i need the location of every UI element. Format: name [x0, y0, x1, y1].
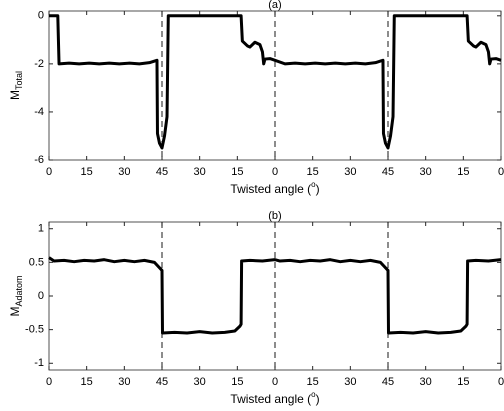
x-tick-label: 30	[344, 166, 356, 178]
x-tick-label: 15	[307, 166, 319, 178]
x-axis-label: Twisted angle (o)	[230, 390, 319, 406]
x-tick-label: 45	[156, 376, 168, 388]
y-label-text: M	[8, 90, 22, 100]
x-tick-label: 45	[382, 166, 394, 178]
x-tick-label: 0	[272, 376, 278, 388]
panel-title: (a)	[268, 0, 281, 11]
x-tick-label: 0	[46, 376, 52, 388]
x-tick-label: 30	[118, 166, 130, 178]
x-tick-label: 30	[194, 376, 206, 388]
x-tick-label: 30	[194, 166, 206, 178]
x-tick-label: 30	[344, 376, 356, 388]
y-tick-label: 1	[38, 223, 44, 235]
x-tick-label: 15	[81, 166, 93, 178]
x-label-sup: o	[311, 390, 316, 399]
x-tick-label: 15	[457, 166, 469, 178]
y-tick-label: -4	[34, 106, 44, 118]
x-tick-label: 45	[382, 376, 394, 388]
x-tick-label: 15	[457, 376, 469, 388]
y-tick-label: 0.5	[29, 256, 44, 268]
x-tick-label: 0	[46, 166, 52, 178]
y-axis-label: MTotal	[8, 71, 24, 100]
y-tick-label: -2	[34, 58, 44, 70]
y-tick-label: 0	[38, 10, 44, 22]
y-tick-label: -6	[34, 154, 44, 166]
x-tick-label: 0	[498, 376, 504, 388]
y-label-text: M	[8, 307, 22, 317]
data-line	[49, 14, 502, 150]
x-tick-label: 30	[118, 376, 130, 388]
x-tick-label: 0	[272, 166, 278, 178]
x-label-text: Twisted angle (	[230, 182, 311, 196]
x-label-text: Twisted angle (	[230, 392, 311, 406]
y-tick-label: -1	[34, 357, 44, 369]
data-line	[48, 256, 502, 335]
y-tick-label: 0	[38, 290, 44, 302]
x-label-text: )	[316, 392, 320, 406]
y-axis-label: MAdatom	[8, 275, 24, 316]
y-label-sub: Adatom	[14, 275, 24, 306]
x-tick-label: 30	[420, 166, 432, 178]
x-axis-label: Twisted angle (o)	[230, 180, 319, 196]
x-label-sup: o	[311, 180, 316, 189]
x-tick-label: 30	[420, 376, 432, 388]
y-label-sub: Total	[14, 71, 24, 90]
x-tick-label: 15	[307, 376, 319, 388]
x-tick-label: 45	[156, 166, 168, 178]
x-tick-label: 0	[498, 166, 504, 178]
y-tick-label: -0.5	[25, 324, 44, 336]
x-label-text: )	[316, 182, 320, 196]
x-tick-label: 15	[231, 376, 243, 388]
x-tick-label: 15	[81, 376, 93, 388]
panel-title: (b)	[268, 210, 281, 222]
x-tick-label: 15	[231, 166, 243, 178]
